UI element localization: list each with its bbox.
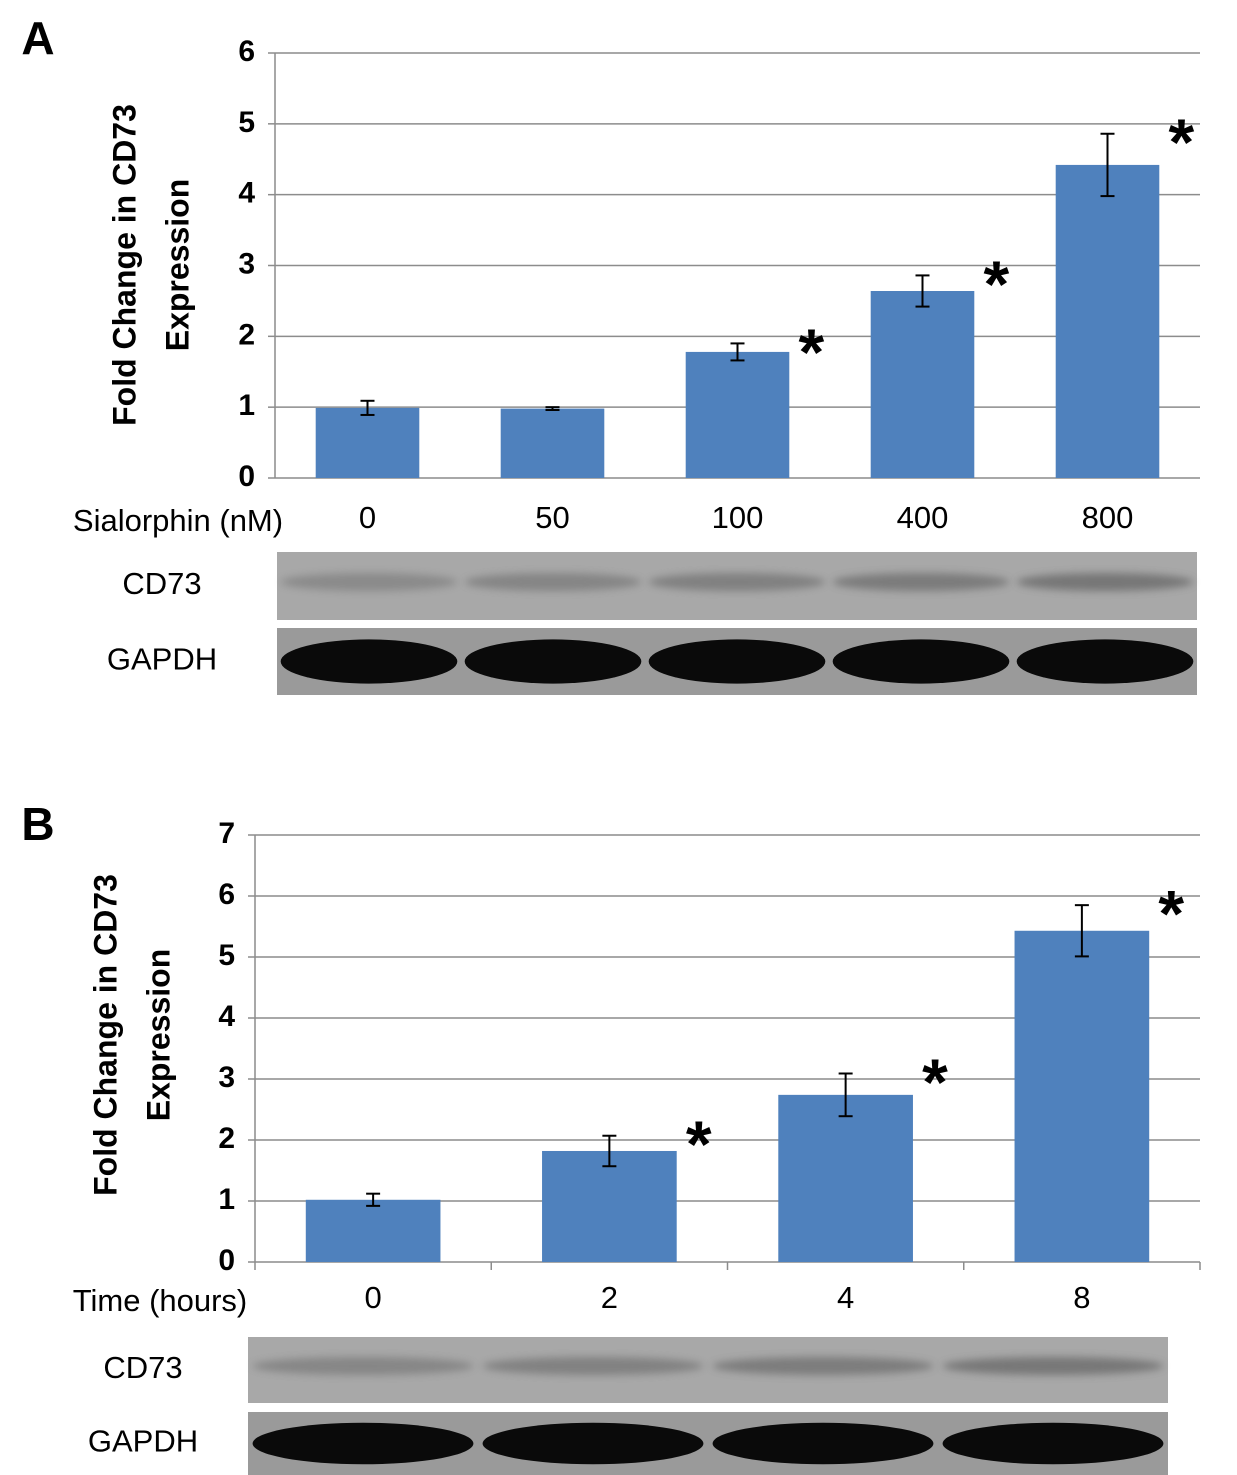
- x-tick-label: 0: [359, 500, 376, 535]
- x-tick-label: 4: [837, 1280, 854, 1315]
- y-tick-label: 6: [218, 878, 235, 911]
- y-tick-label: 5: [238, 106, 255, 139]
- y-tick-label: 0: [218, 1244, 235, 1277]
- y-tick-label: 4: [218, 1000, 235, 1033]
- blot-band: [1016, 639, 1194, 684]
- y-tick-label: 6: [238, 35, 255, 68]
- blot-label: GAPDH: [88, 1424, 198, 1459]
- blot-band: [712, 1422, 934, 1465]
- x-axis-title: Sialorphin (nM): [73, 503, 283, 538]
- blot-band: [832, 573, 1010, 591]
- blot-label: CD73: [103, 1350, 182, 1385]
- significance-mark: *: [922, 1045, 948, 1119]
- blot-band: [252, 1422, 474, 1465]
- y-tick-label: 1: [218, 1183, 235, 1216]
- y-tick-label: 7: [218, 817, 235, 850]
- bar: [542, 1150, 677, 1262]
- blot-label: GAPDH: [107, 642, 217, 677]
- blot-band: [832, 639, 1010, 684]
- error-bar: [1074, 904, 1089, 958]
- x-axis-title: Time (hours): [73, 1283, 248, 1318]
- blot-band: [464, 639, 642, 684]
- y-tick-label: 1: [238, 389, 255, 422]
- y-tick-label: 2: [218, 1122, 235, 1155]
- error-bar: [915, 274, 930, 308]
- y-axis-title: Expression: [159, 179, 195, 352]
- blot-band: [648, 639, 826, 684]
- y-axis-title: Fold Change in CD73: [87, 874, 123, 1196]
- blot-band: [482, 1357, 704, 1375]
- y-tick-label: 5: [218, 939, 235, 972]
- error-bar: [1100, 132, 1115, 198]
- blot-label: CD73: [122, 566, 201, 601]
- significance-mark: *: [983, 247, 1009, 321]
- x-tick-label: 2: [601, 1280, 618, 1315]
- blot-band: [942, 1422, 1164, 1465]
- blot-band: [252, 1357, 474, 1375]
- blot-band: [280, 573, 458, 591]
- y-tick-label: 4: [238, 177, 255, 210]
- blot-band: [482, 1422, 704, 1465]
- bar: [500, 408, 605, 478]
- blot-band: [942, 1357, 1164, 1375]
- bar: [315, 407, 420, 478]
- y-tick-label: 2: [238, 318, 255, 351]
- significance-mark: *: [798, 315, 824, 389]
- bar: [305, 1199, 441, 1262]
- y-tick-label: 3: [218, 1061, 235, 1094]
- x-tick-label: 800: [1082, 500, 1134, 535]
- panel-label: A: [21, 12, 54, 64]
- blot-band: [648, 573, 826, 591]
- error-bar: [838, 1072, 853, 1118]
- blot-band: [1016, 573, 1194, 591]
- x-tick-label: 400: [897, 500, 949, 535]
- y-tick-label: 0: [238, 460, 255, 493]
- x-tick-label: 0: [365, 1280, 382, 1315]
- significance-mark: *: [1168, 105, 1194, 179]
- x-tick-label: 50: [535, 500, 569, 535]
- bar: [1014, 930, 1150, 1262]
- error-bar: [366, 1192, 381, 1207]
- significance-mark: *: [686, 1107, 712, 1181]
- x-tick-label: 100: [712, 500, 764, 535]
- error-bar: [602, 1134, 617, 1168]
- error-bar: [730, 342, 745, 362]
- blot-band: [280, 639, 458, 684]
- y-tick-label: 3: [238, 247, 255, 280]
- significance-mark: *: [1158, 877, 1184, 951]
- y-axis-title: Expression: [140, 949, 176, 1122]
- bar: [685, 351, 790, 478]
- x-tick-label: 8: [1073, 1280, 1090, 1315]
- blot-band: [712, 1357, 934, 1375]
- bar: [778, 1094, 913, 1262]
- bar: [870, 291, 975, 478]
- error-bar: [360, 399, 375, 416]
- y-axis-title: Fold Change in CD73: [106, 104, 142, 426]
- bar: [1055, 164, 1160, 478]
- error-bar: [545, 406, 560, 411]
- blot-band: [464, 573, 642, 591]
- panel-label: B: [21, 798, 54, 850]
